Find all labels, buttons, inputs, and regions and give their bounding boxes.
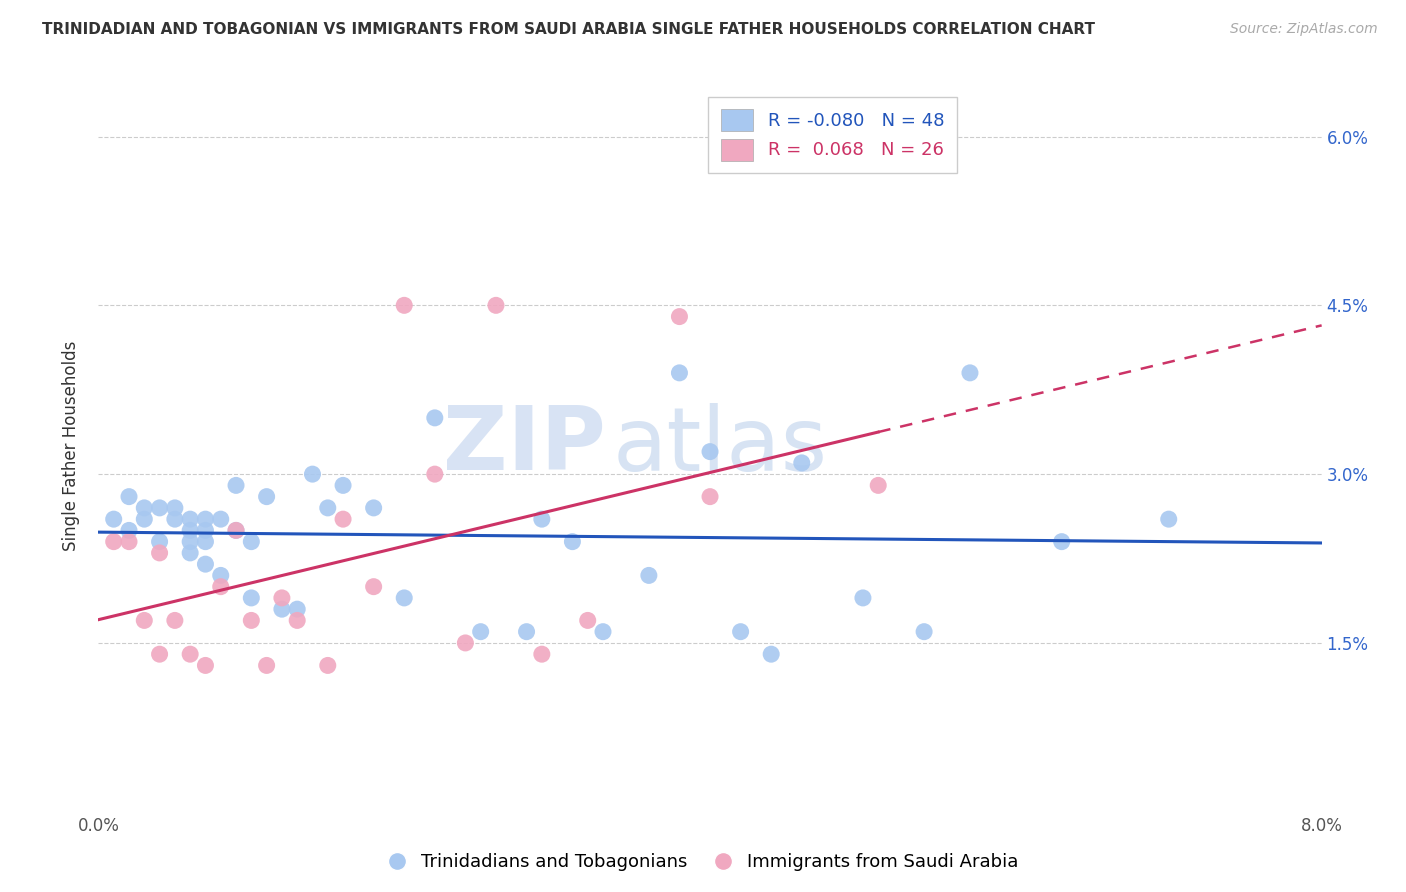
Point: [332, 512, 354, 526]
Point: [240, 534, 263, 549]
Point: [316, 658, 339, 673]
Point: [868, 478, 890, 492]
Text: TRINIDADIAN AND TOBAGONIAN VS IMMIGRANTS FROM SAUDI ARABIA SINGLE FATHER HOUSEHO: TRINIDADIAN AND TOBAGONIAN VS IMMIGRANTS…: [42, 22, 1095, 37]
Text: atlas: atlas: [612, 402, 827, 490]
Text: ZIP: ZIP: [443, 402, 606, 490]
Point: [103, 534, 125, 549]
Point: [225, 524, 247, 538]
Point: [240, 591, 263, 605]
Point: [163, 500, 186, 515]
Point: [163, 512, 186, 526]
Point: [530, 647, 553, 661]
Point: [118, 534, 141, 549]
Point: [912, 624, 935, 639]
Point: [285, 614, 308, 628]
Point: [209, 580, 232, 594]
Legend: R = -0.080   N = 48, R =  0.068   N = 26: R = -0.080 N = 48, R = 0.068 N = 26: [709, 96, 956, 173]
Point: [699, 490, 721, 504]
Point: [592, 624, 614, 639]
Point: [149, 534, 172, 549]
Point: [149, 500, 172, 515]
Point: [134, 512, 156, 526]
Text: Source: ZipAtlas.com: Source: ZipAtlas.com: [1230, 22, 1378, 37]
Point: [256, 658, 278, 673]
Point: [668, 366, 690, 380]
Point: [530, 512, 553, 526]
Point: [194, 658, 217, 673]
Point: [134, 500, 156, 515]
Point: [363, 580, 385, 594]
Point: [270, 602, 294, 616]
Point: [959, 366, 981, 380]
Point: [149, 647, 172, 661]
Point: [179, 647, 201, 661]
Point: [1157, 512, 1180, 526]
Point: [423, 410, 446, 425]
Point: [194, 557, 217, 571]
Point: [270, 591, 294, 605]
Point: [209, 512, 232, 526]
Point: [637, 568, 661, 582]
Point: [225, 524, 247, 538]
Legend: Trinidadians and Tobagonians, Immigrants from Saudi Arabia: Trinidadians and Tobagonians, Immigrants…: [381, 847, 1025, 879]
Point: [118, 524, 141, 538]
Point: [790, 456, 813, 470]
Point: [668, 310, 690, 324]
Point: [209, 568, 232, 582]
Point: [301, 467, 323, 482]
Point: [163, 614, 186, 628]
Point: [179, 512, 201, 526]
Point: [118, 490, 141, 504]
Point: [103, 512, 125, 526]
Point: [225, 478, 247, 492]
Point: [194, 524, 217, 538]
Point: [179, 546, 201, 560]
Y-axis label: Single Father Households: Single Father Households: [62, 341, 80, 551]
Point: [470, 624, 492, 639]
Point: [759, 647, 782, 661]
Point: [285, 602, 308, 616]
Point: [240, 614, 263, 628]
Point: [1050, 534, 1073, 549]
Point: [699, 444, 721, 458]
Point: [332, 478, 354, 492]
Point: [485, 298, 508, 312]
Point: [194, 534, 217, 549]
Point: [179, 534, 201, 549]
Point: [576, 614, 599, 628]
Point: [423, 467, 446, 482]
Point: [561, 534, 583, 549]
Point: [392, 298, 416, 312]
Point: [516, 624, 538, 639]
Point: [316, 500, 339, 515]
Point: [730, 624, 752, 639]
Point: [134, 614, 156, 628]
Point: [149, 546, 172, 560]
Point: [179, 524, 201, 538]
Point: [256, 490, 278, 504]
Point: [363, 500, 385, 515]
Point: [852, 591, 875, 605]
Point: [194, 512, 217, 526]
Point: [454, 636, 477, 650]
Point: [392, 591, 416, 605]
